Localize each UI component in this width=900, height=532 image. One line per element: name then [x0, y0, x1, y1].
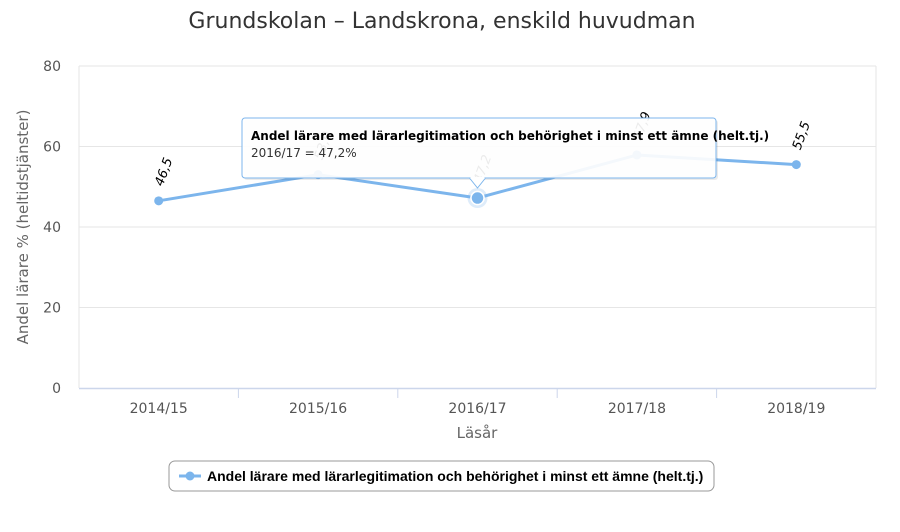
x-tick-label: 2018/19	[767, 401, 825, 417]
x-tick-label: 2015/16	[289, 401, 347, 417]
data-label: 55,5	[790, 120, 814, 152]
data-point	[791, 160, 801, 170]
y-tick-label: 80	[43, 59, 61, 75]
grid-lines	[78, 65, 877, 388]
legend-symbol-marker	[185, 471, 195, 481]
tooltip-pointer	[469, 177, 486, 189]
data-point-active	[470, 190, 485, 206]
y-tick-label: 20	[43, 301, 61, 317]
data-point	[154, 196, 164, 206]
x-axis	[79, 387, 876, 398]
chart-title: Grundskolan – Landskrona, enskild huvudm…	[188, 9, 695, 34]
x-tick-label: 2017/18	[608, 401, 666, 417]
x-tick-label: 2014/15	[130, 401, 188, 417]
x-axis-title: Läsår	[457, 424, 499, 442]
y-axis-ticks: 0 20 40 60 80	[43, 59, 61, 397]
x-axis-ticks: 2014/15 2015/16 2016/17 2017/18 2018/19	[130, 401, 826, 417]
legend-box[interactable]	[168, 460, 715, 492]
y-axis-title: Andel lärare % (heltidstjänster)	[14, 110, 32, 345]
y-tick-label: 40	[43, 220, 61, 236]
tooltip: Andel lärare med lärarlegitimation och b…	[241, 117, 769, 206]
data-label: 46,5	[152, 156, 176, 188]
tooltip-title: Andel lärare med lärarlegitimation och b…	[251, 129, 769, 143]
y-tick-label: 0	[52, 381, 61, 397]
x-tick-label: 2016/17	[448, 401, 506, 417]
tooltip-text: 2016/17 = 47,2%	[251, 146, 357, 160]
legend-item-label[interactable]: Andel lärare med lärarlegitimation och b…	[207, 468, 703, 484]
y-tick-label: 60	[43, 140, 61, 156]
legend[interactable]: Andel lärare med lärarlegitimation och b…	[168, 460, 715, 492]
